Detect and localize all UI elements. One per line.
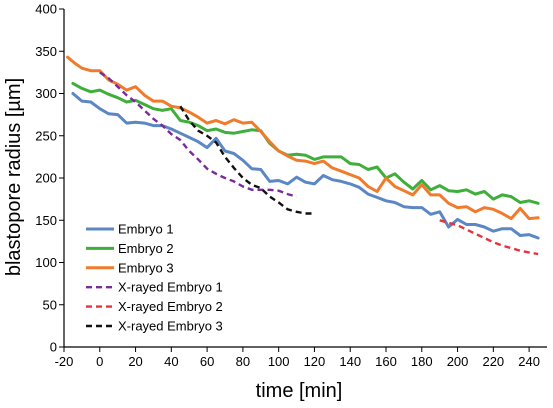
series-line-3 [66,55,540,221]
x-tick-label: 120 [304,354,326,369]
series-line-4 [99,71,297,198]
legend-label-4: X-rayed Embryo 1 [118,280,223,295]
x-tick-label: 200 [447,354,469,369]
legend-label-5: X-rayed Embryo 2 [118,299,223,314]
x-tick-label: 140 [339,354,361,369]
y-tick-label: 0 [50,340,57,355]
legend-label-1: Embryo 1 [118,222,174,237]
y-tick-label: 50 [43,297,57,312]
y-tick-label: 150 [35,213,57,228]
legend-label-2: Embryo 2 [118,241,174,256]
y-tick-label: 350 [35,44,57,59]
x-tick-label: 240 [518,354,540,369]
y-tick-label: 100 [35,255,57,270]
x-tick-label: 60 [200,354,214,369]
y-axis-title: blastopore radius [µm] [3,78,25,276]
x-tick-label: 40 [164,354,178,369]
x-tick-label: 160 [375,354,397,369]
x-tick-label: -20 [55,354,74,369]
x-axis-title: time [min] [256,380,343,402]
legend-label-3: Embryo 3 [118,260,174,275]
series-line-2 [71,81,540,205]
x-tick-label: 100 [268,354,290,369]
x-tick-label: 180 [411,354,433,369]
y-tick-label: 200 [35,171,57,186]
series-layer [66,55,540,256]
series-line-6 [179,105,315,215]
series-line-1 [71,92,540,240]
series-line-5 [439,219,539,256]
x-tick-label: 20 [128,354,142,369]
x-tick-label: 0 [96,354,103,369]
y-tick-label: 400 [35,2,57,17]
legend-label-6: X-rayed Embryo 3 [118,319,223,334]
y-tick-label: 300 [35,86,57,101]
x-tick-label: 80 [236,354,250,369]
x-tick-label: 220 [482,354,504,369]
y-tick-label: 250 [35,128,57,143]
legend: Embryo 1 Embryo 2 Embryo 3 X-rayed Embryo 1… [86,222,223,334]
